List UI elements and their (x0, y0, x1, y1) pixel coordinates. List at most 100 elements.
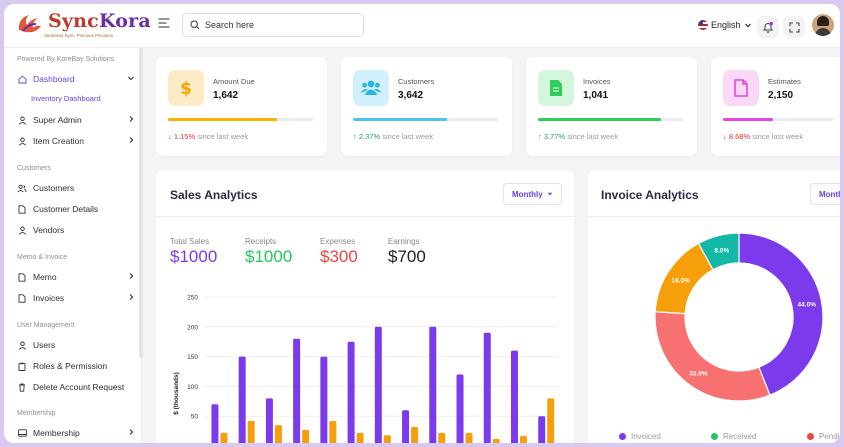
stat-value: 1,041 (583, 90, 609, 101)
stat-card-estimates[interactable]: Estimates 2,150 ↓ 8.68% since last week (711, 57, 840, 156)
stat-trend: ↑ 2.37% since last week (353, 132, 434, 141)
section-label-user-management: User Management (17, 322, 75, 329)
bar-primary[interactable] (538, 416, 546, 443)
metric-label: Expenses (320, 237, 356, 246)
bar-primary[interactable] (211, 404, 219, 443)
brand-name: SyncKora (48, 10, 151, 32)
bar-primary[interactable] (265, 398, 273, 443)
bar-secondary[interactable] (247, 420, 255, 443)
chevron-down-icon (128, 76, 134, 81)
fullscreen-icon (788, 21, 800, 33)
legend-dot (711, 433, 718, 440)
sidebar-item-super-admin[interactable]: Super Admin (17, 113, 135, 127)
bar-secondary[interactable] (302, 429, 310, 443)
bar-secondary[interactable] (383, 435, 391, 443)
dropdown-label: Monthly (512, 189, 543, 199)
sidebar-item-customer-details[interactable]: Customer Details (17, 202, 135, 216)
hamburger-icon (158, 18, 170, 28)
sidebar-item-label: Super Admin (33, 115, 82, 125)
legend-dot (807, 433, 814, 440)
bar-primary[interactable] (374, 326, 382, 443)
slice-label: 8.0% (714, 248, 729, 255)
y-axis-label: $ (thousands) (173, 372, 180, 415)
sidebar-item-memo[interactable]: Memo (17, 270, 135, 284)
sidebar-item-customers[interactable]: Customers (17, 181, 135, 195)
sidebar-item-delete-account-request[interactable]: Delete Account Request (17, 380, 135, 394)
donut-slice[interactable] (654, 311, 771, 402)
chevron-down-icon (744, 23, 751, 28)
fullscreen-button[interactable] (783, 16, 805, 38)
invoice-period-dropdown[interactable]: Monthly (810, 183, 840, 205)
bar-primary[interactable] (483, 332, 491, 443)
sidebar-item-dashboard[interactable]: Dashboard (17, 72, 135, 86)
language-selector[interactable]: English (698, 20, 752, 30)
metric-value: $300 (320, 247, 358, 266)
stat-trend: ↓ 1.15% since last week (168, 132, 249, 141)
bar-primary[interactable] (402, 410, 410, 443)
metric-value: $1000 (245, 247, 293, 266)
stat-label: Estimates (768, 77, 801, 86)
bar-secondary[interactable] (411, 426, 419, 443)
users-icon (17, 184, 27, 192)
file-icon (18, 204, 26, 214)
user-icon (18, 116, 26, 125)
donut-slice[interactable] (697, 232, 740, 271)
sidebar-item-membership[interactable]: Membership (17, 426, 135, 440)
search-input[interactable] (205, 17, 355, 33)
trend-down-indicator: ↓ 8.68% (723, 132, 751, 141)
trend-down-indicator: ↓ 1.15% (168, 132, 196, 141)
sales-period-dropdown[interactable]: Monthly (503, 183, 562, 205)
sidebar-item-users[interactable]: Users (17, 338, 135, 352)
file-icon (18, 272, 26, 282)
bar-secondary[interactable] (220, 432, 228, 443)
notifications-button[interactable] (757, 16, 779, 38)
metric-label: Total Sales (170, 237, 210, 246)
sidebar-item-item-creation[interactable]: Item Creation (17, 134, 135, 148)
stat-card-amount-due[interactable]: $ Amount Due 1,642 ↓ 1.15% since last we… (156, 57, 327, 156)
bar-primary[interactable] (429, 326, 437, 443)
bar-secondary[interactable] (492, 438, 500, 443)
y-tick-label: 50 (191, 414, 199, 421)
bar-secondary[interactable] (274, 425, 282, 443)
bar-secondary[interactable] (356, 432, 364, 443)
sidebar-scrollbar[interactable] (139, 48, 143, 358)
stat-progress-fill (538, 118, 662, 121)
card-divider (588, 216, 840, 217)
bar-secondary[interactable] (465, 432, 473, 443)
user-avatar[interactable] (812, 14, 834, 36)
sales-analytics-title: Sales Analytics (170, 188, 258, 202)
sidebar-item-roles-permission[interactable]: Roles & Permission (17, 359, 135, 373)
sidebar-item-label: Delete Account Request (33, 382, 125, 392)
menu-toggle-button[interactable] (157, 16, 171, 30)
sidebar-subitem-inventory-dashboard[interactable]: Inventory Dashboard (31, 94, 101, 103)
bar-primary[interactable] (320, 356, 328, 443)
brand-logo[interactable]: SyncKora Seamless Sync, Precious Precisi… (14, 8, 151, 44)
bell-icon (762, 22, 774, 33)
sidebar-item-vendors[interactable]: Vendors (17, 223, 135, 237)
bar-secondary[interactable] (519, 435, 527, 443)
bar-secondary[interactable] (438, 432, 446, 443)
card-icon (17, 429, 27, 437)
app-frame: SyncKora Seamless Sync, Precious Precisi… (4, 4, 840, 443)
stat-progress-fill (168, 118, 277, 121)
bar-primary[interactable] (510, 350, 518, 443)
chevron-right-icon (129, 116, 134, 122)
us-flag-icon (698, 20, 708, 30)
search-box[interactable] (182, 13, 364, 37)
bar-secondary[interactable] (329, 420, 337, 443)
stat-value: 3,642 (398, 90, 424, 101)
stat-label: Amount Due (213, 77, 255, 86)
stat-card-invoices[interactable]: Invoices 1,041 ↑ 3.77% since last week (526, 57, 697, 156)
bar-primary[interactable] (293, 338, 301, 443)
sidebar-item-invoices[interactable]: Invoices (17, 291, 135, 305)
bar-primary[interactable] (347, 341, 355, 443)
trash-icon (19, 383, 25, 392)
stat-value: 1,642 (213, 90, 239, 101)
y-tick-label: 250 (187, 295, 198, 302)
stat-card-customers[interactable]: Customers 3,642 ↑ 2.37% since last week (341, 57, 512, 156)
slice-label: 16.0% (672, 278, 691, 285)
bar-primary[interactable] (238, 356, 246, 443)
donut-slice[interactable] (738, 232, 824, 396)
bar-primary[interactable] (456, 374, 464, 443)
bar-secondary[interactable] (547, 398, 555, 443)
